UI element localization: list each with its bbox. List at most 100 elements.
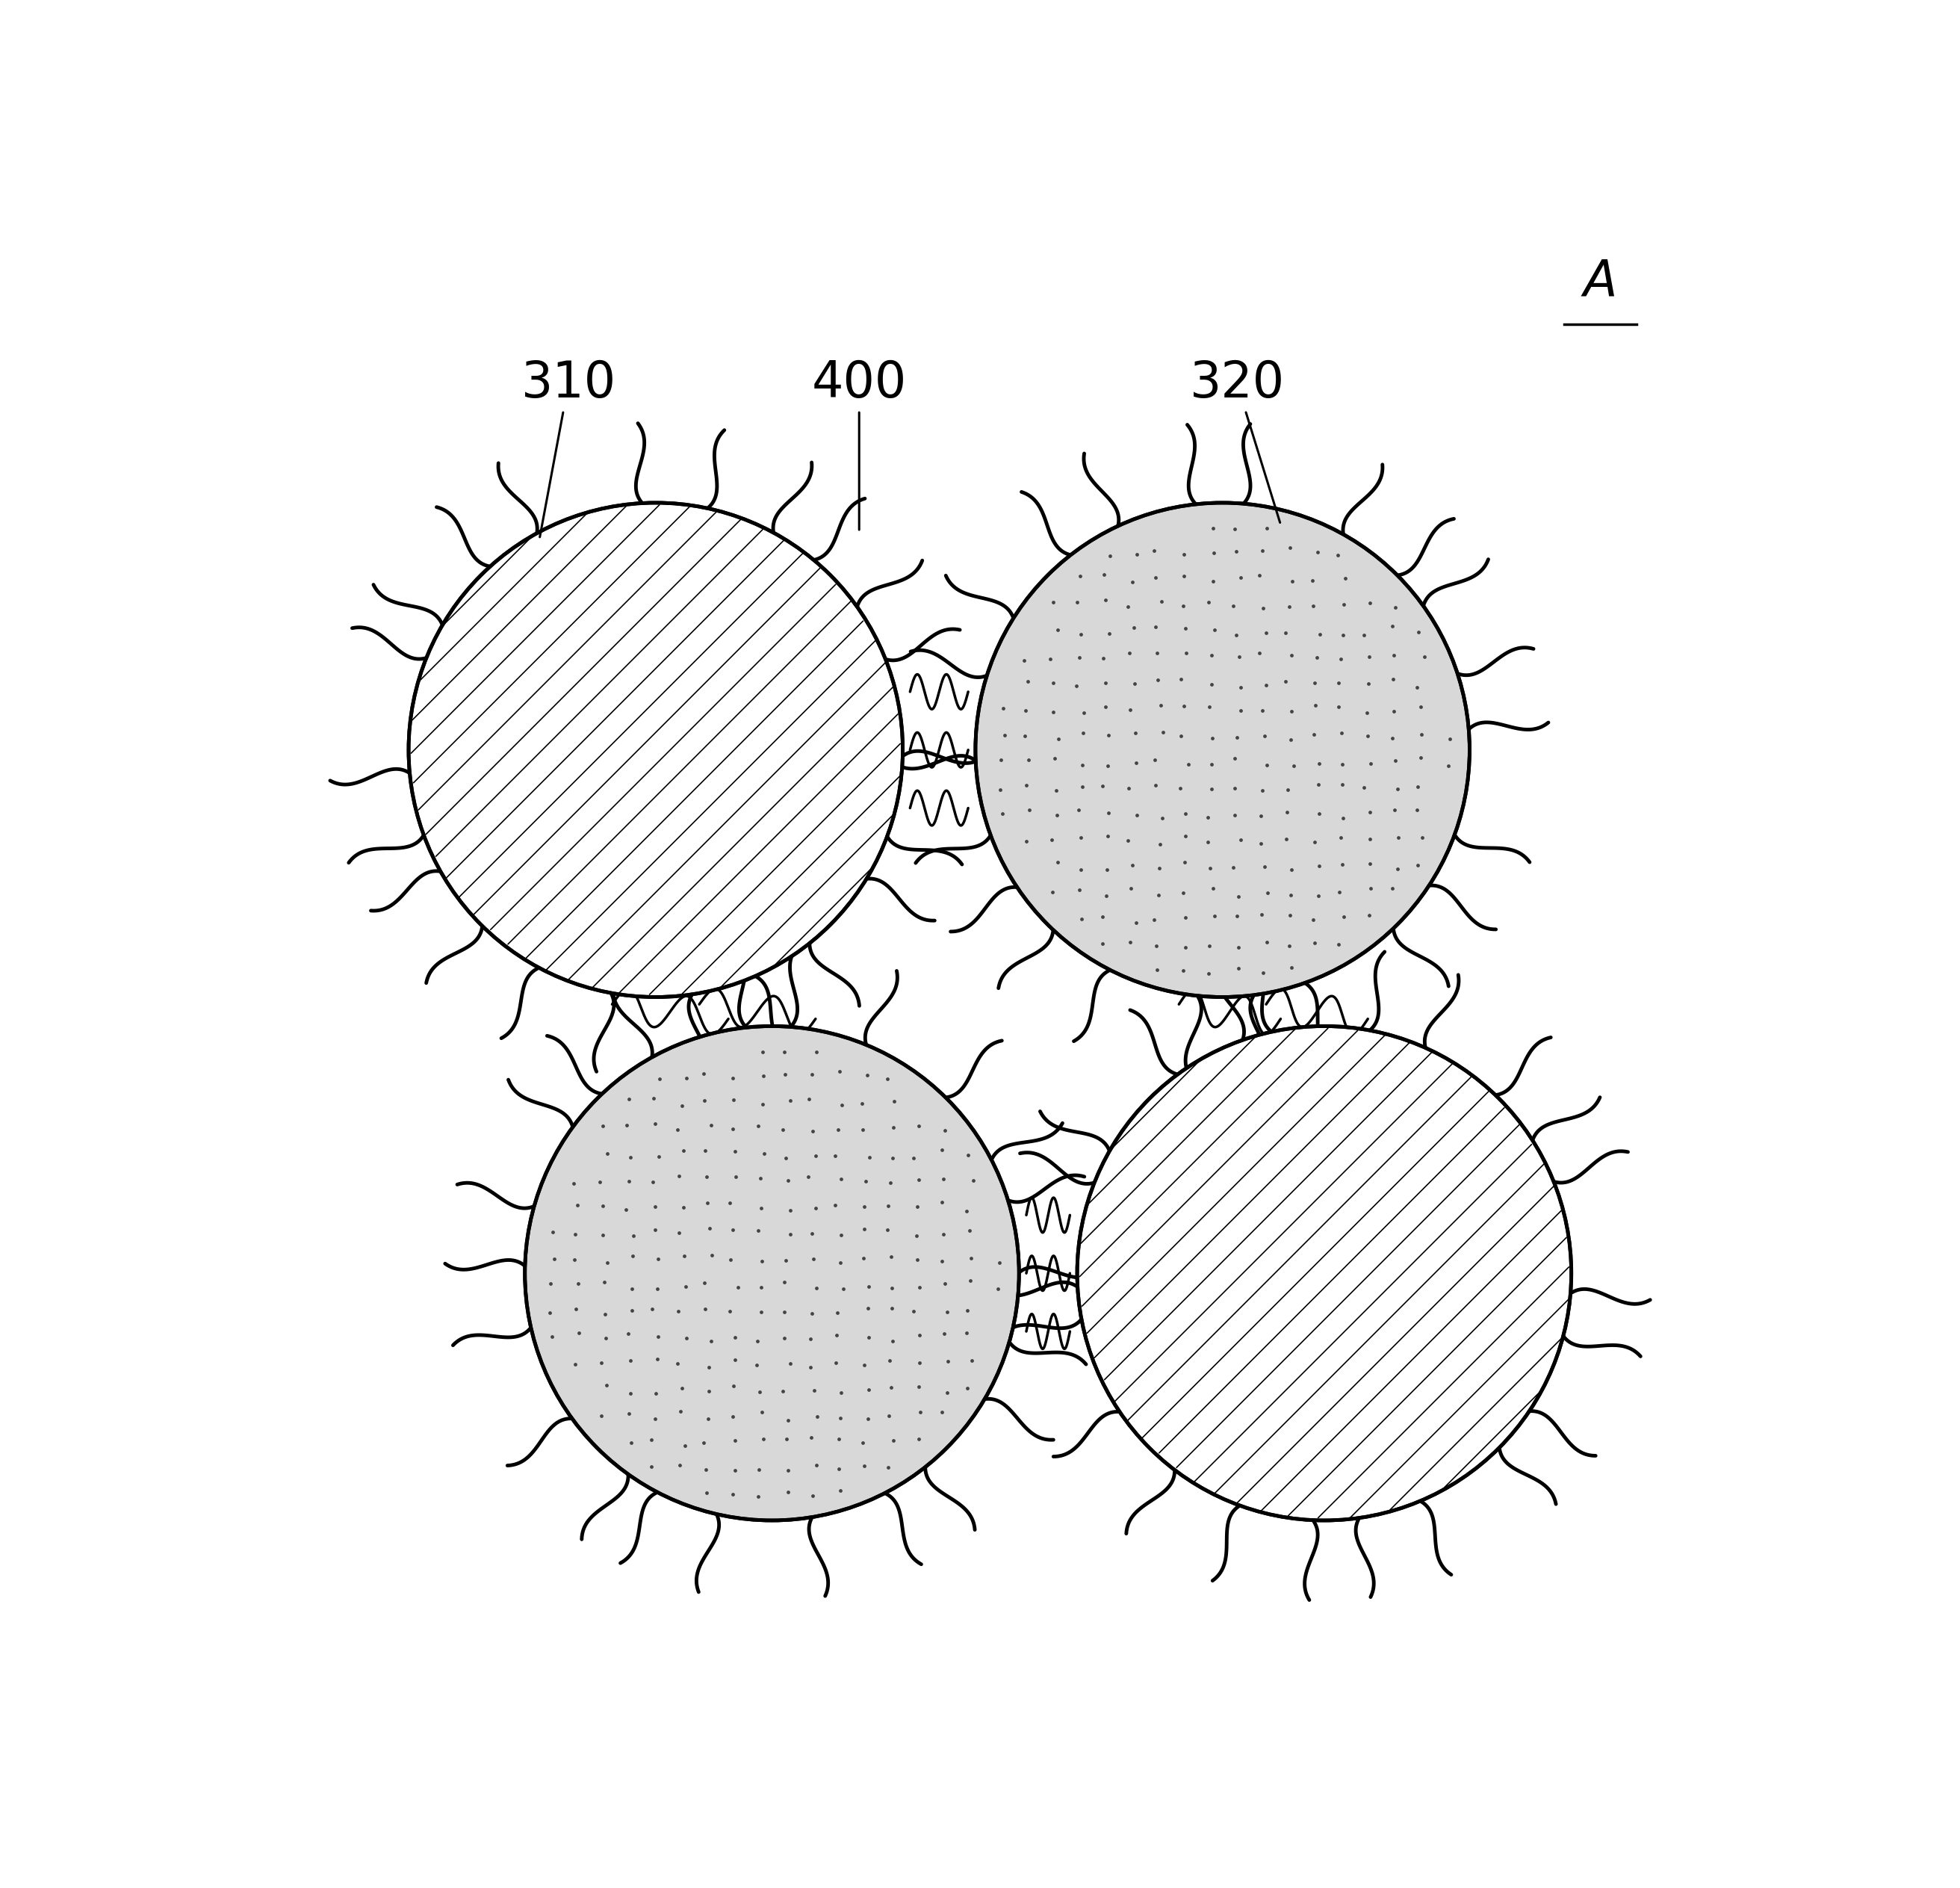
Point: [563, 1189, 594, 1220]
Point: [774, 1195, 806, 1225]
Point: [988, 693, 1019, 723]
Point: [1196, 774, 1227, 804]
Point: [872, 1063, 904, 1093]
Point: [745, 1163, 776, 1193]
Point: [559, 1220, 590, 1250]
Point: [1043, 615, 1074, 646]
Point: [951, 1373, 982, 1403]
Point: [670, 1431, 702, 1461]
Point: [1354, 587, 1386, 617]
Point: [1192, 827, 1223, 857]
Point: [1249, 851, 1280, 882]
Point: [537, 1216, 568, 1246]
Point: [825, 1403, 857, 1433]
Point: [1354, 901, 1386, 931]
Point: [1405, 742, 1437, 772]
Point: [1301, 642, 1333, 672]
Point: [1403, 617, 1435, 648]
Point: [586, 1401, 617, 1431]
Point: [772, 1165, 804, 1195]
Point: [1068, 717, 1100, 748]
Point: [1066, 772, 1098, 802]
Point: [1094, 719, 1125, 750]
Point: [874, 1401, 906, 1431]
Point: [1094, 540, 1125, 570]
Point: [849, 1450, 880, 1480]
Point: [643, 1244, 674, 1274]
Point: [643, 1065, 674, 1095]
Point: [1117, 850, 1149, 880]
Point: [664, 1397, 696, 1427]
Point: [929, 1116, 960, 1146]
Point: [904, 1320, 935, 1350]
Point: [690, 1086, 721, 1116]
Point: [847, 1427, 878, 1458]
Point: [1329, 589, 1360, 619]
Point: [1354, 642, 1386, 672]
Point: [1117, 612, 1149, 642]
Point: [1088, 644, 1119, 674]
Point: [1037, 878, 1068, 908]
Point: [1090, 691, 1121, 721]
Point: [1039, 744, 1070, 774]
Point: [1303, 851, 1335, 882]
Point: [825, 1475, 857, 1505]
Point: [1090, 585, 1121, 615]
Point: [1037, 825, 1068, 855]
Point: [849, 1214, 880, 1244]
Point: [1225, 672, 1256, 702]
Point: [1276, 853, 1307, 884]
Point: [770, 1424, 802, 1454]
Point: [1247, 776, 1278, 806]
Point: [1274, 725, 1305, 755]
Point: [1274, 591, 1305, 621]
Point: [613, 1399, 645, 1429]
Point: [1327, 619, 1358, 649]
Point: [717, 1478, 749, 1509]
Point: [662, 1297, 694, 1327]
Point: [641, 1378, 672, 1408]
Point: [741, 1350, 772, 1380]
Point: [1407, 823, 1439, 853]
Point: [1219, 801, 1250, 831]
Point: [1094, 799, 1125, 829]
Point: [588, 1220, 619, 1250]
Point: [694, 1352, 725, 1382]
Point: [798, 1374, 829, 1405]
Point: [719, 1344, 751, 1374]
Point: [1376, 723, 1407, 753]
Point: [1380, 746, 1411, 776]
Point: [1092, 821, 1123, 851]
Point: [1409, 642, 1441, 672]
Point: [639, 1191, 670, 1222]
Point: [1245, 561, 1276, 591]
Point: [612, 1318, 643, 1348]
Point: [955, 1216, 986, 1246]
Point: [1327, 770, 1358, 801]
Point: [1219, 514, 1250, 544]
Point: [1068, 697, 1100, 727]
Point: [1064, 855, 1096, 885]
Point: [690, 1135, 721, 1165]
Point: [1198, 514, 1229, 544]
Point: [955, 1242, 986, 1273]
Point: [798, 1244, 829, 1274]
Point: [1143, 880, 1174, 910]
Point: [1198, 874, 1229, 904]
Point: [1141, 931, 1172, 961]
Point: [1329, 902, 1360, 933]
Point: [715, 1244, 747, 1274]
Point: [690, 1478, 721, 1509]
Point: [794, 1084, 825, 1114]
Point: [1401, 850, 1433, 880]
Point: [1348, 772, 1380, 802]
Point: [615, 1427, 647, 1458]
Point: [874, 1167, 906, 1197]
Point: [929, 1269, 960, 1299]
Point: [1011, 770, 1043, 801]
Point: [1249, 721, 1280, 751]
Point: [927, 1246, 958, 1276]
Point: [588, 1110, 619, 1140]
Point: [853, 1293, 884, 1323]
Point: [796, 1059, 827, 1089]
